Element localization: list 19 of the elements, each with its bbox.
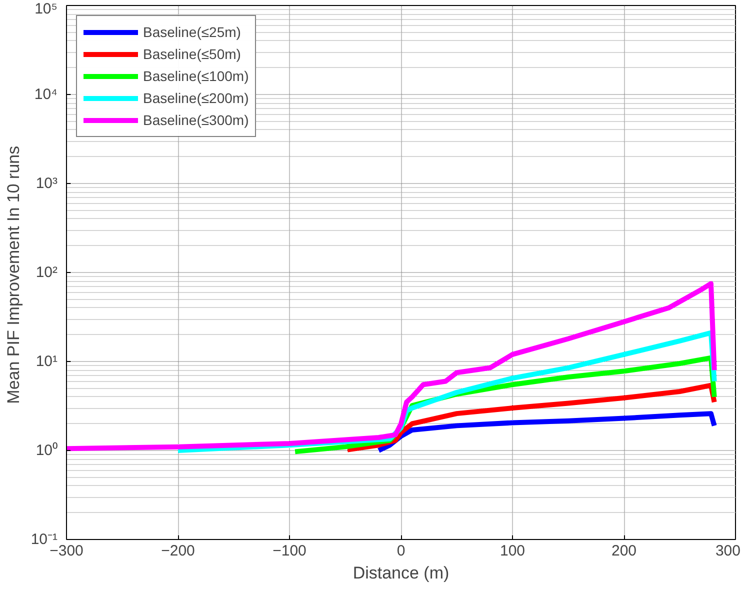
y-tick-label: 10⁰	[36, 442, 58, 459]
legend-label: Baseline(≤25m)	[143, 24, 241, 40]
legend-label: Baseline(≤300m)	[143, 112, 249, 128]
x-tick-label: −200	[161, 542, 195, 560]
y-axis-title: Mean PIF Improvement In 10 runs	[4, 146, 23, 404]
x-axis-title: Distance (m)	[352, 564, 450, 582]
y-tick-label: 10⁴	[34, 86, 58, 103]
legend-label: Baseline(≤50m)	[143, 46, 241, 62]
legend-label: Baseline(≤200m)	[143, 90, 249, 106]
y-tick-label: 10¹	[36, 353, 58, 370]
y-tick-label: 10²	[36, 264, 58, 281]
x-tick-label: 300	[715, 542, 741, 560]
legend-label: Baseline(≤100m)	[143, 68, 249, 84]
x-tick-label: 0	[396, 542, 406, 560]
x-tick-label: 100	[500, 542, 526, 560]
y-tick-label: 10⁵	[34, 0, 58, 18]
x-tick-label: 200	[611, 542, 637, 560]
x-tick-label: −100	[272, 542, 306, 560]
y-tick-label: 10³	[36, 175, 58, 192]
